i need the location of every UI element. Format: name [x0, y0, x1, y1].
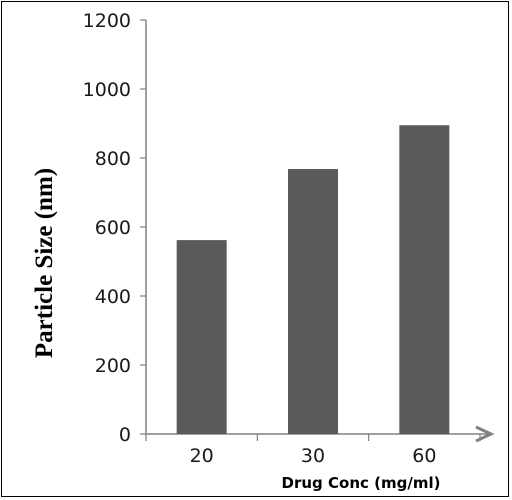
x-axis-arrow	[475, 425, 495, 443]
x-tick-label: 60	[412, 445, 436, 467]
y-tick-label: 600	[95, 217, 131, 239]
bars	[176, 125, 450, 435]
y-tick-label: 0	[119, 424, 131, 446]
y-tick-label: 200	[95, 355, 131, 377]
bar-30	[288, 169, 338, 435]
x-tick-label: 20	[190, 445, 214, 467]
x-tick-label: 30	[301, 445, 325, 467]
bar-60	[399, 125, 450, 434]
x-tick-labels: 20 30 60	[190, 445, 437, 467]
bar-20	[176, 240, 227, 434]
y-tick-label: 400	[95, 286, 131, 308]
y-tick-label: 1200	[83, 10, 131, 32]
y-axis-label: Particle Size (nm)	[31, 168, 58, 358]
y-tick-labels: 0 200 400 600 800 1000 1200	[83, 10, 131, 446]
x-axis-label: Drug Conc (mg/ml)	[282, 474, 441, 492]
y-tick-label: 800	[95, 148, 131, 170]
y-tick-label: 1000	[83, 79, 131, 101]
